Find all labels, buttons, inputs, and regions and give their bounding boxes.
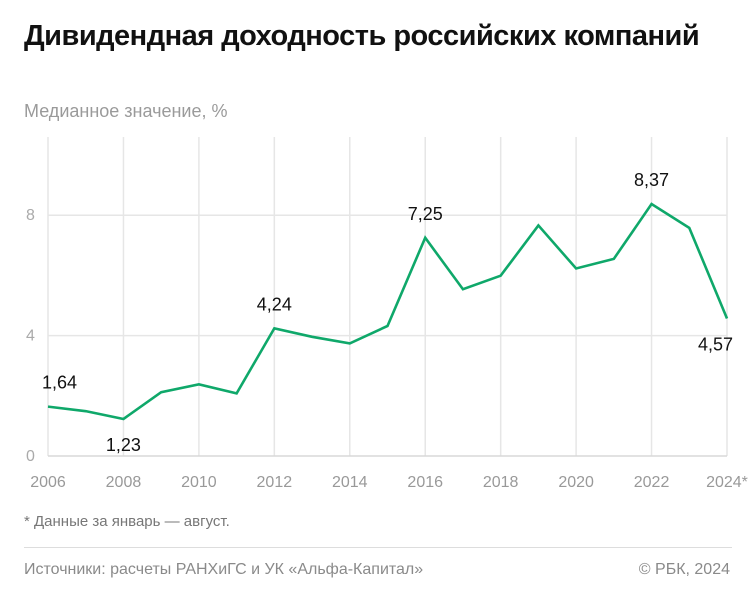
y-tick-label: 0 <box>26 448 35 465</box>
data-label: 4,57 <box>698 334 733 354</box>
divider <box>24 547 732 548</box>
x-tick-label: 2012 <box>257 474 293 491</box>
x-tick-label: 2010 <box>181 474 217 491</box>
x-tick-label: 2008 <box>106 474 142 491</box>
data-label: 4,24 <box>257 294 292 314</box>
footnote: * Данные за январь — август. <box>24 513 230 530</box>
chart-subtitle: Медианное значение, % <box>24 101 228 121</box>
source-text: Источники: расчеты РАНХиГС и УК «Альфа-К… <box>24 561 424 578</box>
x-tick-label: 2020 <box>558 474 594 491</box>
data-label: 7,25 <box>408 204 443 224</box>
y-tick-label: 4 <box>26 328 35 345</box>
chart-title: Дивидендная доходность российских компан… <box>24 20 700 52</box>
x-tick-label: 2016 <box>407 474 443 491</box>
data-label: 8,37 <box>634 170 669 190</box>
copyright: © РБК, 2024 <box>638 561 730 578</box>
x-tick-label: 2024* <box>706 474 748 491</box>
data-label: 1,23 <box>106 435 141 455</box>
x-tick-label: 2018 <box>483 474 519 491</box>
x-tick-label: 2022 <box>634 474 670 491</box>
data-label: 1,64 <box>42 373 77 393</box>
y-tick-label: 8 <box>26 207 35 224</box>
x-tick-label: 2006 <box>30 474 66 491</box>
data-line <box>47 202 729 421</box>
x-tick-label: 2014 <box>332 474 368 491</box>
